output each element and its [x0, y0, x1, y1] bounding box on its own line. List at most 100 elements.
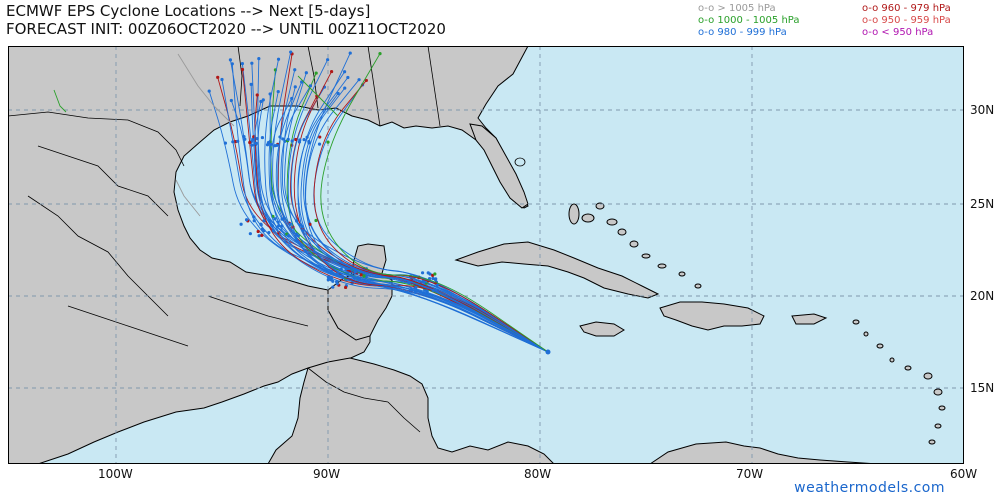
puerto-rico-land	[791, 313, 828, 325]
track-point	[242, 135, 246, 139]
ensemble-track	[313, 84, 549, 353]
track-point	[256, 229, 260, 234]
track-point	[244, 218, 249, 222]
track-point	[348, 51, 352, 55]
track-point	[289, 50, 293, 54]
title-line-1: ECMWF EPS Cyclone Locations --> Next [5-…	[6, 2, 371, 20]
track-point	[254, 141, 258, 145]
credit-link[interactable]: weathermodels.com	[794, 480, 945, 496]
track-point	[250, 61, 254, 65]
track-point	[248, 232, 252, 236]
track-point	[259, 223, 263, 227]
track-point	[273, 217, 277, 221]
track-point	[271, 229, 276, 233]
lon-label-100w: 100W	[98, 467, 133, 481]
track-point	[336, 91, 340, 96]
track-point	[280, 224, 284, 228]
track-point	[276, 90, 280, 94]
track-point	[301, 229, 305, 233]
ensemble-track	[313, 80, 549, 353]
track-origin	[545, 349, 551, 355]
track-point	[276, 57, 281, 61]
track-point	[262, 219, 266, 223]
track-point	[270, 223, 274, 227]
track-point	[266, 141, 271, 145]
track-point	[329, 276, 334, 280]
ensemble-track	[303, 87, 549, 353]
lon-label-90w: 90W	[313, 467, 341, 481]
track-point	[290, 96, 294, 101]
track-point	[297, 140, 302, 144]
legend-item-gt1005: o-o > 1005 hPa	[698, 3, 776, 14]
florida-land	[469, 123, 529, 209]
minor-track	[297, 75, 339, 117]
track-point	[260, 233, 264, 237]
track-point	[357, 78, 361, 82]
track-point	[318, 135, 322, 139]
lake-okeechobee	[514, 157, 526, 167]
track-point	[229, 98, 233, 103]
track-point	[267, 231, 271, 235]
track-point	[276, 220, 280, 224]
track-point	[335, 282, 339, 286]
track-point	[286, 234, 290, 238]
track-point	[260, 135, 265, 140]
track-point	[243, 137, 247, 141]
track-point	[294, 232, 299, 236]
track-point	[261, 98, 265, 102]
track-point	[251, 137, 255, 141]
track-point	[308, 84, 313, 88]
track-point	[248, 140, 252, 145]
ensemble-track	[297, 71, 549, 353]
track-point	[317, 142, 322, 146]
track-point	[236, 139, 240, 143]
track-point	[326, 58, 330, 62]
track-point	[223, 141, 228, 145]
cuba-land	[454, 241, 660, 299]
ensemble-track	[293, 71, 549, 353]
track-point	[302, 138, 306, 142]
track-point	[259, 99, 263, 104]
track-point	[433, 272, 437, 276]
track-point	[207, 89, 211, 93]
minor-track	[53, 89, 67, 113]
lon-label-60w: 60W	[950, 467, 978, 481]
track-point	[240, 67, 245, 72]
hispaniola-land	[659, 301, 765, 331]
legend-item-960-979: o-o 960 - 979 hPa	[862, 3, 951, 14]
cyclone-map	[8, 46, 964, 464]
legend-item-950-959: o-o 950 - 959 hPa	[862, 15, 951, 26]
track-point	[431, 276, 435, 281]
track-point	[335, 272, 339, 276]
legend-item-lt950: o-o < 950 hPa	[862, 27, 934, 38]
track-point	[257, 234, 261, 238]
track-point	[231, 140, 235, 144]
ensemble-track	[320, 53, 549, 353]
lat-label-30n: 30N	[970, 103, 995, 117]
track-point	[353, 270, 357, 274]
track-point	[269, 142, 273, 146]
track-point	[230, 62, 234, 66]
track-point	[331, 285, 335, 289]
track-point	[425, 289, 429, 293]
central-america-land	[267, 357, 555, 464]
lat-label-15n: 15N	[970, 381, 995, 395]
ensemble-track	[300, 93, 549, 353]
track-point	[220, 77, 224, 82]
south-america-land	[649, 441, 879, 464]
track-point	[293, 68, 297, 72]
map-title: ECMWF EPS Cyclone Locations --> Next [5-…	[6, 2, 446, 38]
track-point	[216, 75, 220, 79]
legend-item-980-999: o-o 980 - 999 hPa	[698, 27, 787, 38]
track-point	[249, 82, 253, 86]
track-point	[294, 137, 298, 142]
track-point	[331, 279, 335, 283]
lon-label-80w: 80W	[524, 467, 552, 481]
track-point	[420, 271, 425, 275]
track-point	[433, 277, 438, 282]
title-line-2: FORECAST INIT: 00Z06OCT2020 --> UNTIL 00…	[6, 20, 446, 38]
track-point	[346, 75, 350, 80]
track-point	[414, 285, 418, 289]
jamaica-land	[579, 321, 625, 337]
track-point	[344, 285, 348, 290]
